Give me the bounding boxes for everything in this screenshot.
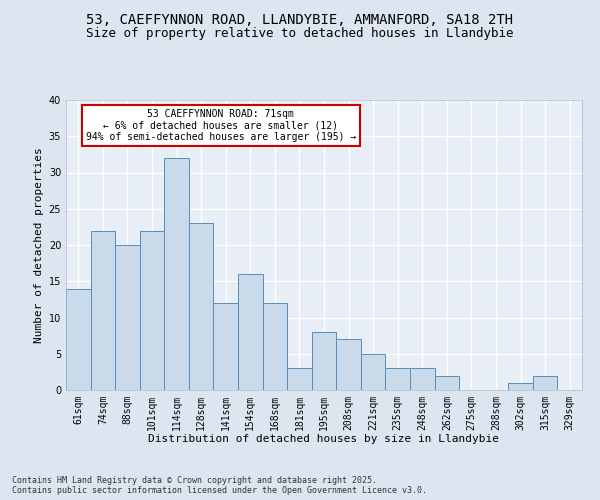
Y-axis label: Number of detached properties: Number of detached properties xyxy=(34,147,44,343)
Bar xyxy=(189,223,214,390)
Bar xyxy=(140,230,164,390)
Bar xyxy=(214,303,238,390)
Bar xyxy=(434,376,459,390)
Bar xyxy=(287,368,312,390)
Text: 53, CAEFFYNNON ROAD, LLANDYBIE, AMMANFORD, SA18 2TH: 53, CAEFFYNNON ROAD, LLANDYBIE, AMMANFOR… xyxy=(86,12,514,26)
Bar xyxy=(533,376,557,390)
X-axis label: Distribution of detached houses by size in Llandybie: Distribution of detached houses by size … xyxy=(149,434,499,444)
Bar xyxy=(410,368,434,390)
Bar xyxy=(312,332,336,390)
Bar xyxy=(361,354,385,390)
Bar xyxy=(91,230,115,390)
Bar xyxy=(238,274,263,390)
Bar xyxy=(263,303,287,390)
Bar xyxy=(66,288,91,390)
Bar xyxy=(115,245,140,390)
Bar xyxy=(385,368,410,390)
Text: 53 CAEFFYNNON ROAD: 71sqm
← 6% of detached houses are smaller (12)
94% of semi-d: 53 CAEFFYNNON ROAD: 71sqm ← 6% of detach… xyxy=(86,108,356,142)
Bar xyxy=(508,383,533,390)
Bar xyxy=(164,158,189,390)
Text: Size of property relative to detached houses in Llandybie: Size of property relative to detached ho… xyxy=(86,28,514,40)
Text: Contains HM Land Registry data © Crown copyright and database right 2025.
Contai: Contains HM Land Registry data © Crown c… xyxy=(12,476,427,495)
Bar xyxy=(336,339,361,390)
